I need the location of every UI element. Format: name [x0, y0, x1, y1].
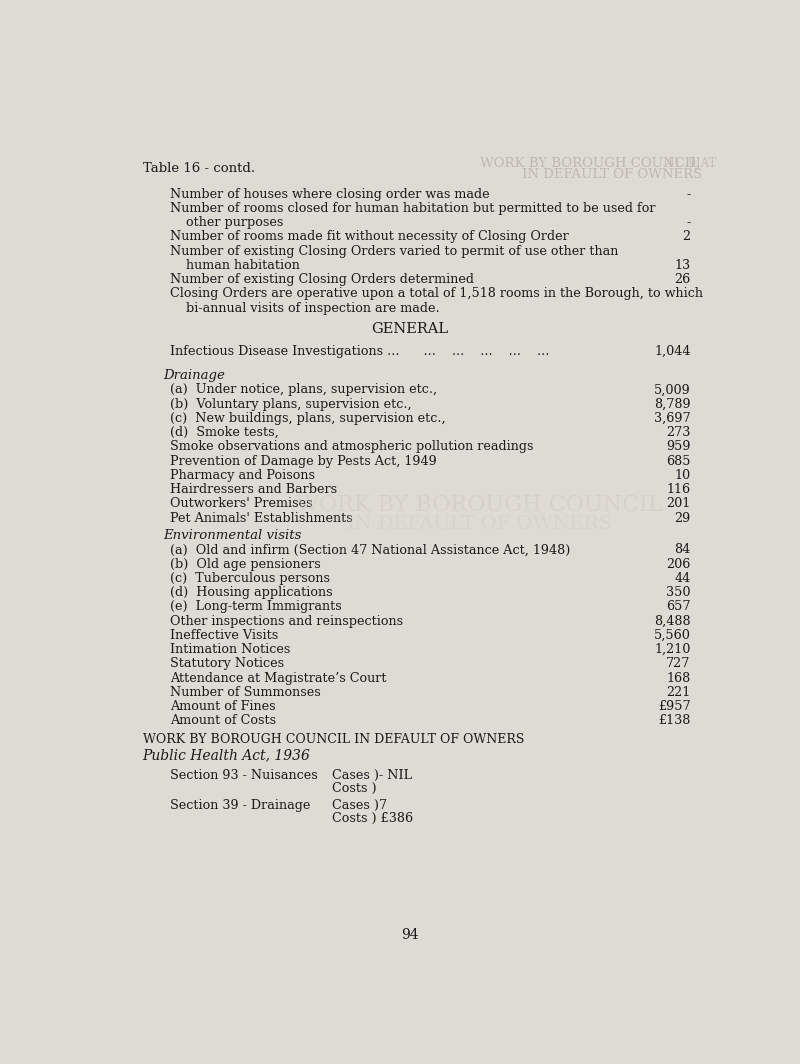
- Text: (b)  Old age pensioners: (b) Old age pensioners: [170, 558, 321, 570]
- Text: 8,789: 8,789: [654, 398, 690, 411]
- Text: (d)  Housing applications: (d) Housing applications: [170, 586, 332, 599]
- Text: Costs ) £386: Costs ) £386: [333, 812, 414, 825]
- Text: 7: 7: [379, 799, 387, 812]
- Text: 959: 959: [666, 440, 690, 453]
- Text: Number of rooms closed for human habitation but permitted to be used for: Number of rooms closed for human habitat…: [170, 202, 655, 215]
- Text: (e)  Long-term Immigrants: (e) Long-term Immigrants: [170, 600, 342, 614]
- Text: 206: 206: [666, 558, 690, 570]
- Text: Number of existing Closing Orders determined: Number of existing Closing Orders determ…: [170, 273, 474, 286]
- Text: Pharmacy and Poisons: Pharmacy and Poisons: [170, 469, 314, 482]
- Text: Hairdressers and Barbers: Hairdressers and Barbers: [170, 483, 337, 496]
- Text: 84: 84: [674, 544, 690, 556]
- Text: Cases ): Cases ): [333, 768, 379, 782]
- Text: Statutory Notices: Statutory Notices: [170, 658, 284, 670]
- Text: Drainage: Drainage: [163, 369, 226, 382]
- Text: 168: 168: [666, 671, 690, 685]
- Text: Outworkers' Premises: Outworkers' Premises: [170, 497, 312, 511]
- Text: 3,697: 3,697: [654, 412, 690, 425]
- Text: Other inspections and reinspections: Other inspections and reinspections: [170, 615, 403, 628]
- Text: (d)  Smoke tests,: (d) Smoke tests,: [170, 426, 278, 439]
- Text: 26: 26: [674, 273, 690, 286]
- Text: 13: 13: [674, 259, 690, 272]
- Text: Pet Animals' Establishments: Pet Animals' Establishments: [170, 512, 353, 525]
- Text: 116: 116: [666, 483, 690, 496]
- Text: IN DEFAULT OF OWNERS: IN DEFAULT OF OWNERS: [347, 515, 612, 533]
- Text: 201: 201: [666, 497, 690, 511]
- Text: Public Health Act, 1936: Public Health Act, 1936: [142, 749, 310, 763]
- Text: Number of houses where closing order was made: Number of houses where closing order was…: [170, 187, 490, 201]
- Text: WORK BY BOROUGH COUNCIL: WORK BY BOROUGH COUNCIL: [296, 494, 663, 516]
- Text: human habitation: human habitation: [170, 259, 300, 272]
- Text: (a)  Old and infirm (Section 47 National Assistance Act, 1948): (a) Old and infirm (Section 47 National …: [170, 544, 570, 556]
- Text: (c)  New buildings, plans, supervision etc.,: (c) New buildings, plans, supervision et…: [170, 412, 446, 425]
- Text: 41 .9JAT: 41 .9JAT: [666, 156, 716, 170]
- Text: 5,560: 5,560: [654, 629, 690, 642]
- Text: Number of Summonses: Number of Summonses: [170, 686, 321, 699]
- Text: 2: 2: [682, 231, 690, 244]
- Text: Table 16 - contd.: Table 16 - contd.: [142, 163, 254, 176]
- Text: Section 93 - Nuisances: Section 93 - Nuisances: [170, 768, 318, 782]
- Text: Environmental visits: Environmental visits: [163, 529, 302, 542]
- Text: IN DEFAULT OF OWNERS: IN DEFAULT OF OWNERS: [522, 168, 702, 181]
- Text: 10: 10: [674, 469, 690, 482]
- Text: Amount of Fines: Amount of Fines: [170, 700, 275, 713]
- Text: -: -: [686, 187, 690, 201]
- Text: £138: £138: [658, 714, 690, 728]
- Text: £957: £957: [658, 700, 690, 713]
- Text: (b)  Voluntary plans, supervision etc.,: (b) Voluntary plans, supervision etc.,: [170, 398, 411, 411]
- Text: Ineffective Visits: Ineffective Visits: [170, 629, 278, 642]
- Text: 350: 350: [666, 586, 690, 599]
- Text: 94: 94: [401, 929, 419, 943]
- Text: Cases ): Cases ): [333, 799, 379, 812]
- Text: -: -: [686, 216, 690, 229]
- Text: Smoke observations and atmospheric pollution readings: Smoke observations and atmospheric pollu…: [170, 440, 534, 453]
- Text: 1,044: 1,044: [654, 345, 690, 359]
- Text: - NIL: - NIL: [379, 768, 412, 782]
- Text: Intimation Notices: Intimation Notices: [170, 644, 290, 656]
- Text: 657: 657: [666, 600, 690, 614]
- Text: Prevention of Damage by Pests Act, 1949: Prevention of Damage by Pests Act, 1949: [170, 454, 437, 467]
- Text: WORK BY BOROUGH COUNCIL IN DEFAULT OF OWNERS: WORK BY BOROUGH COUNCIL IN DEFAULT OF OW…: [142, 733, 524, 746]
- Text: 5,009: 5,009: [654, 383, 690, 396]
- Text: 685: 685: [666, 454, 690, 467]
- Text: bi-annual visits of inspection are made.: bi-annual visits of inspection are made.: [170, 302, 439, 315]
- Text: 29: 29: [674, 512, 690, 525]
- Text: Costs ): Costs ): [333, 782, 377, 795]
- Text: (a)  Under notice, plans, supervision etc.,: (a) Under notice, plans, supervision etc…: [170, 383, 437, 396]
- Text: Number of existing Closing Orders varied to permit of use other than: Number of existing Closing Orders varied…: [170, 245, 618, 257]
- Text: Infectious Disease Investigations ...      ...    ...    ...    ...    ...: Infectious Disease Investigations ... ..…: [170, 345, 549, 359]
- Text: Closing Orders are operative upon a total of 1,518 rooms in the Borough, to whic: Closing Orders are operative upon a tota…: [170, 287, 702, 300]
- Text: 44: 44: [674, 572, 690, 585]
- Text: Attendance at Magistrate’s Court: Attendance at Magistrate’s Court: [170, 671, 386, 685]
- Text: 273: 273: [666, 426, 690, 439]
- Text: Amount of Costs: Amount of Costs: [170, 714, 276, 728]
- Text: Section 39 - Drainage: Section 39 - Drainage: [170, 799, 310, 812]
- Text: Number of rooms made fit without necessity of Closing Order: Number of rooms made fit without necessi…: [170, 231, 569, 244]
- Text: 8,488: 8,488: [654, 615, 690, 628]
- Text: 1,210: 1,210: [654, 644, 690, 656]
- Text: 221: 221: [666, 686, 690, 699]
- Text: WORK BY BOROUGH COUNCIL: WORK BY BOROUGH COUNCIL: [480, 156, 698, 170]
- Text: GENERAL: GENERAL: [371, 322, 449, 336]
- Text: other purposes: other purposes: [170, 216, 283, 229]
- Text: 727: 727: [666, 658, 690, 670]
- Text: (c)  Tuberculous persons: (c) Tuberculous persons: [170, 572, 330, 585]
